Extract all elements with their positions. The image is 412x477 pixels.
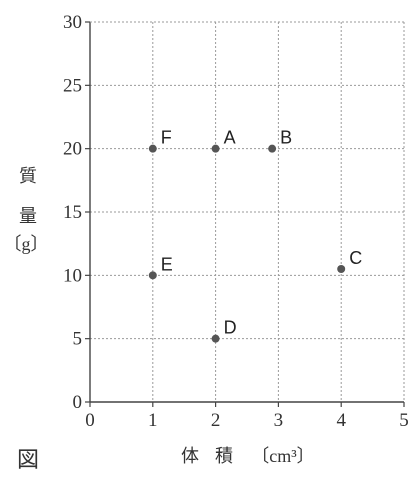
y-tick-label-2: 10 [63,265,82,286]
x-tick-label-5: 5 [399,410,409,431]
point-a [211,144,220,153]
point-label-b: B [280,128,292,148]
x-axis-label-char-1: 体 [181,446,199,466]
y-tick-label-6: 30 [63,12,82,33]
x-tick-label-0: 0 [85,410,95,431]
data-points: A B C D E F [148,128,362,343]
y-axis-label-char-1: 質 [19,166,37,186]
tick-labels: 0 5 10 15 20 25 30 0 1 2 3 4 5 [63,12,409,431]
y-tick-label-3: 15 [63,202,82,223]
grid [90,22,404,402]
x-axis-label-char-2: 積 [215,446,233,466]
point-label-f: F [161,128,172,148]
y-axis-label-char-2: 量 [19,206,37,226]
x-tick-label-4: 4 [336,410,346,431]
y-axis-label-unit: 〔g〕 [4,234,49,254]
point-label-c: C [349,248,362,268]
point-b [268,144,277,153]
point-d [211,334,220,343]
point-f [148,144,157,153]
y-tick-label-0: 0 [73,392,83,413]
y-tick-label-1: 5 [73,329,83,350]
x-tick-label-3: 3 [274,410,284,431]
point-label-a: A [224,128,236,148]
figure-label: 図 [17,447,39,472]
x-tick-label-1: 1 [148,410,158,431]
x-axis-label-unit: 〔cm³〕 [251,446,314,466]
y-tick-label-4: 20 [63,139,82,160]
point-label-d: D [224,318,237,338]
point-label-e: E [161,254,173,274]
point-c [337,265,346,273]
axes [85,21,405,407]
point-e [148,271,157,280]
axis-labels: 質 量 〔g〕 体 積 〔cm³〕 図 [4,166,315,472]
x-tick-label-2: 2 [211,410,221,431]
y-tick-label-5: 25 [63,75,82,96]
